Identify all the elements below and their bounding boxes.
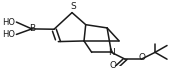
Text: S: S: [70, 2, 76, 11]
Text: N: N: [108, 47, 115, 57]
Text: B: B: [29, 24, 35, 33]
Text: O: O: [138, 53, 145, 62]
Text: O: O: [110, 61, 117, 70]
Text: HO: HO: [2, 30, 15, 39]
Text: HO: HO: [2, 18, 15, 27]
